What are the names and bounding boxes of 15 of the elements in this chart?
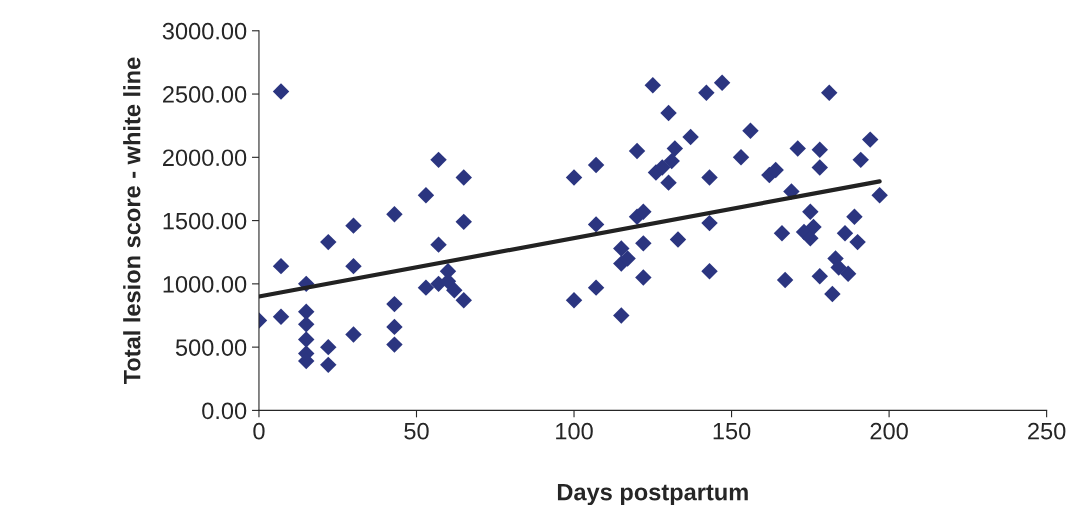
y-tick-label: 3000.00	[162, 22, 247, 40]
x-tick-label: 200	[870, 422, 908, 440]
y-tick-label: 2000.00	[163, 149, 247, 167]
x-tick-label: 0	[253, 422, 265, 440]
y-tick-label: 1500.00	[163, 212, 247, 230]
y-tick-label: 2500.00	[163, 86, 247, 103]
x-tick-label: 150	[713, 422, 751, 440]
x-tick-label: 250	[1028, 422, 1066, 440]
x-tick-label: 100	[556, 422, 593, 440]
y-tick-label: 1000.00	[163, 275, 247, 293]
x-tick-label: 50	[404, 422, 429, 440]
y-tick-label: 0.00	[202, 402, 247, 420]
y-axis-title: Total lesion score - white line	[123, 57, 141, 385]
x-axis-title: Days postpartum	[557, 483, 748, 506]
y-tick-label: 500.00	[175, 339, 247, 356]
